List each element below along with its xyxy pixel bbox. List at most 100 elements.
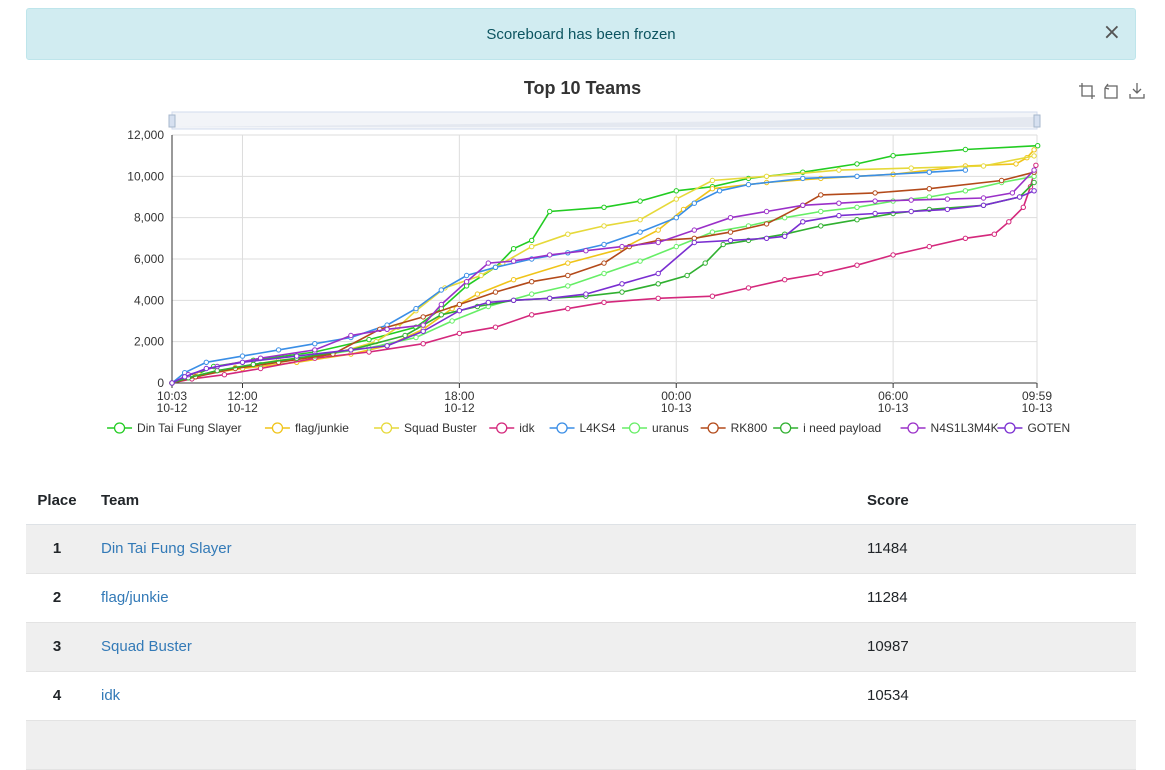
data-point — [565, 260, 571, 266]
legend-icon — [628, 422, 641, 434]
data-point — [691, 239, 697, 246]
legend-icon — [1004, 422, 1016, 434]
x-tick-label: 10-13 — [661, 401, 692, 415]
data-point — [763, 173, 770, 180]
data-point — [1016, 194, 1023, 200]
data-point — [485, 299, 491, 306]
data-point — [637, 198, 643, 204]
x-tick-label: 06:00 — [878, 389, 908, 403]
x-tick-label: 18:00 — [444, 389, 474, 403]
alert-close-button[interactable]: × — [1102, 20, 1121, 45]
data-point — [348, 332, 354, 339]
legend-icon — [907, 422, 919, 434]
table-row: 4 idk 10534 — [26, 672, 1136, 721]
data-point — [1035, 143, 1041, 149]
data-point — [836, 167, 842, 173]
data-point — [745, 181, 752, 188]
data-point — [716, 188, 723, 194]
x-tick-label: 10-12 — [227, 401, 258, 415]
data-point — [348, 347, 354, 353]
data-point — [709, 177, 716, 184]
data-point — [182, 374, 188, 380]
data-point — [583, 291, 589, 297]
data-point — [1033, 162, 1039, 169]
table-row — [26, 721, 1136, 770]
data-point — [655, 281, 661, 287]
data-point — [763, 208, 770, 215]
data-point — [962, 146, 969, 153]
data-point — [944, 196, 951, 202]
team-link[interactable]: flag/junkie — [101, 589, 169, 606]
data-point — [510, 277, 517, 283]
data-point — [221, 372, 228, 378]
data-point — [510, 297, 517, 304]
x-tick-label: 10-13 — [878, 401, 909, 415]
data-point — [402, 332, 408, 339]
header-score: Score — [867, 492, 909, 509]
data-point — [818, 270, 824, 277]
data-point — [836, 200, 842, 206]
data-point — [478, 272, 484, 279]
data-point — [998, 177, 1005, 184]
data-point — [529, 243, 535, 250]
row-score: 11484 — [867, 540, 908, 557]
row-score: 10534 — [867, 687, 909, 704]
data-point — [962, 235, 969, 242]
data-point — [1009, 190, 1016, 196]
download-icon[interactable] — [1128, 82, 1146, 100]
x-tick-label: 12:00 — [227, 389, 257, 403]
data-point — [854, 161, 860, 167]
data-point — [872, 210, 878, 217]
header-place: Place — [37, 492, 77, 509]
scoreboard-frozen-alert: Scoreboard has been frozen × — [26, 8, 1136, 60]
legend-icon — [496, 422, 508, 434]
data-point — [800, 202, 806, 209]
data-point — [420, 314, 426, 320]
data-point — [529, 237, 535, 244]
series-line — [171, 165, 1037, 384]
data-point — [456, 308, 463, 314]
team-link[interactable]: Din Tai Fung Slayer — [101, 540, 232, 557]
data-point — [727, 229, 734, 235]
zoom-icon[interactable] — [1078, 82, 1096, 100]
data-point — [673, 243, 679, 250]
data-point — [673, 188, 679, 194]
legend-icon — [707, 422, 719, 434]
y-tick-label: 2,000 — [134, 335, 164, 349]
data-point — [510, 258, 517, 264]
data-point — [463, 272, 470, 279]
data-point — [492, 264, 499, 271]
data-point — [908, 208, 914, 215]
data-point — [239, 353, 246, 359]
data-point — [980, 163, 987, 169]
data-point — [492, 324, 499, 330]
legend-icon — [380, 422, 393, 434]
data-point — [890, 252, 896, 258]
data-point — [684, 272, 690, 279]
data-point — [637, 229, 643, 235]
data-point — [275, 347, 282, 353]
data-point — [547, 208, 553, 215]
team-link[interactable]: idk — [101, 687, 121, 704]
x-tick-label: 10-12 — [444, 401, 475, 415]
data-point — [1031, 147, 1037, 153]
zoom-reset-icon[interactable] — [1103, 82, 1121, 100]
data-point — [312, 341, 318, 347]
legend-label: N4S1L3M4K — [931, 421, 999, 435]
data-point — [1020, 204, 1026, 211]
chart-toolbox — [1078, 82, 1146, 100]
data-point — [691, 200, 697, 206]
data-point — [438, 301, 444, 308]
data-point — [872, 198, 878, 204]
data-point — [926, 194, 932, 200]
data-point — [926, 169, 932, 175]
data-point — [474, 291, 481, 297]
data-point — [926, 243, 932, 250]
table-row: 2 flag/junkie 11284 — [26, 574, 1136, 623]
data-point — [926, 186, 932, 192]
data-point — [1031, 167, 1037, 173]
data-point — [203, 365, 210, 372]
data-point — [818, 223, 824, 229]
data-point — [312, 347, 318, 353]
team-link[interactable]: Squad Buster — [101, 638, 192, 655]
